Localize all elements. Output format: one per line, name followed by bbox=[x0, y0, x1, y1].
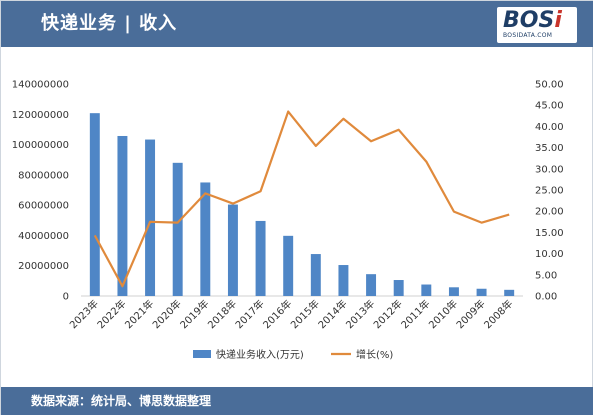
x-tick-label: 2019年 bbox=[177, 297, 211, 331]
bar-2012年 bbox=[393, 280, 404, 296]
chart-area: 0 20000000 40000000 60000000 80000000 1000000… bbox=[1, 47, 593, 387]
y-left-tick-label: 40000000 bbox=[18, 231, 69, 242]
y-right-tick-label: 45.00 bbox=[535, 101, 564, 112]
y-left-tick-label: 140000000 bbox=[12, 80, 69, 91]
x-tick-label: 2018年 bbox=[205, 297, 239, 331]
x-tick-label: 2015年 bbox=[288, 297, 322, 331]
page-title: 快递业务 | 收入 bbox=[41, 13, 178, 34]
y-left-tick-label: 120000000 bbox=[12, 110, 69, 121]
y-right-tick-label: 25.00 bbox=[535, 186, 564, 197]
y-right-tick-label: 15.00 bbox=[535, 228, 564, 239]
bar-2008年 bbox=[504, 289, 515, 296]
x-tick-label: 2013年 bbox=[343, 297, 377, 331]
logo-subtext: BOSIDATA.COM bbox=[503, 32, 553, 39]
x-tick-label: 2017年 bbox=[232, 297, 266, 331]
y-left-tick-label: 60000000 bbox=[18, 201, 69, 212]
bar-2022年 bbox=[117, 135, 128, 296]
x-tick-label: 2010年 bbox=[426, 297, 460, 331]
footer-bar: 数据来源：统计局、博思数据整理 bbox=[1, 387, 593, 415]
x-tick-label: 2021年 bbox=[122, 297, 156, 331]
y-left-tick-label: 0 bbox=[63, 292, 69, 303]
y-right-tick-label: 40.00 bbox=[535, 122, 564, 133]
y-left-tick-label: 100000000 bbox=[12, 140, 69, 151]
y-left-tick-label: 20000000 bbox=[18, 261, 69, 272]
bar-2018年 bbox=[227, 204, 238, 296]
bar-2023年 bbox=[89, 113, 100, 296]
legend-line-label: 增长(%) bbox=[356, 348, 393, 361]
bar-2020年 bbox=[172, 162, 183, 296]
x-tick-label: 2008年 bbox=[481, 297, 515, 331]
bar-2019年 bbox=[200, 182, 211, 296]
data-source: 数据来源：统计局、博思数据整理 bbox=[31, 394, 212, 408]
bar-2009年 bbox=[476, 288, 487, 296]
x-tick-label: 2023年 bbox=[67, 297, 101, 331]
bar-2011年 bbox=[421, 284, 432, 296]
y-right-tick-label: 20.00 bbox=[535, 207, 564, 218]
bar-2021年 bbox=[145, 139, 156, 296]
legend-bar-swatch bbox=[193, 350, 211, 358]
y-right-tick-label: 30.00 bbox=[535, 164, 564, 175]
bar-2017年 bbox=[255, 220, 266, 296]
brand-logo: BOSi BOSIDATA.COM bbox=[497, 7, 577, 43]
x-tick-label: 2022年 bbox=[94, 297, 128, 331]
y-right-tick-label: 10.00 bbox=[535, 249, 564, 260]
logo-text: BOSi bbox=[503, 8, 562, 33]
x-tick-label: 2009年 bbox=[453, 297, 487, 331]
y-right-tick-label: 5.00 bbox=[535, 270, 557, 281]
x-tick-label: 2014年 bbox=[315, 297, 349, 331]
x-tick-label: 2020年 bbox=[150, 297, 184, 331]
y-right-tick-label: 0.00 bbox=[535, 292, 557, 303]
combo-chart: 0 20000000 40000000 60000000 80000000 1000000… bbox=[12, 80, 564, 362]
bar-2015年 bbox=[310, 254, 321, 296]
bar-2010年 bbox=[448, 287, 459, 296]
header-bar: 快递业务 | 收入 BOSi BOSIDATA.COM bbox=[1, 1, 593, 47]
x-tick-label: 2011年 bbox=[398, 297, 432, 331]
bar-2013年 bbox=[366, 274, 377, 296]
bar-2014年 bbox=[338, 265, 349, 296]
y-right-tick-label: 35.00 bbox=[535, 143, 564, 154]
y-left-tick-label: 80000000 bbox=[18, 170, 69, 181]
bar-2016年 bbox=[283, 235, 294, 296]
x-tick-label: 2016年 bbox=[260, 297, 294, 331]
y-right-tick-label: 50.00 bbox=[535, 80, 564, 91]
legend-bar-label: 快递业务收入(万元) bbox=[216, 348, 304, 361]
x-tick-label: 2012年 bbox=[371, 297, 405, 331]
growth-line bbox=[93, 110, 510, 288]
